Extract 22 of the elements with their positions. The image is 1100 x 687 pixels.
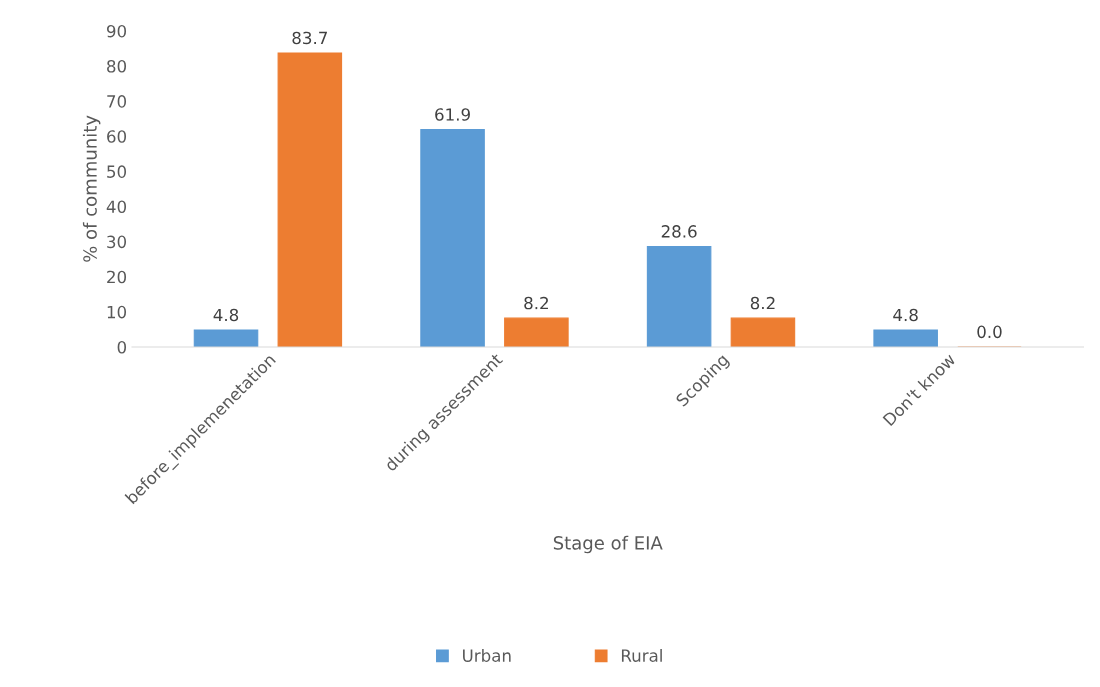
- y-tick-label: 0: [117, 340, 127, 354]
- y-tick-label: 80: [107, 59, 127, 73]
- data-label: 83.7: [292, 31, 327, 45]
- data-label: 4.8: [213, 308, 239, 322]
- y-tick-label: 60: [107, 130, 127, 143]
- y-tick-label: 90: [106, 24, 127, 38]
- y-tick-label: 50: [107, 165, 127, 178]
- legend-label: Urban: [463, 649, 511, 662]
- data-label: 0.0: [977, 325, 1002, 339]
- y-tick-label: 70: [107, 95, 127, 108]
- x-axis-title: Stage of EIA: [553, 535, 663, 554]
- legend-label: Rural: [621, 649, 662, 662]
- y-tick-label: 40: [106, 200, 127, 214]
- y-tick-label: 10: [107, 305, 127, 319]
- data-label: 61.9: [435, 108, 470, 121]
- y-tick-label: 30: [107, 235, 127, 249]
- y-axis-title: % of community: [82, 115, 101, 262]
- data-label: 8.2: [750, 296, 775, 310]
- y-tick-label: 20: [107, 270, 127, 284]
- data-label: 28.6: [661, 225, 697, 238]
- data-label: 8.2: [524, 296, 548, 310]
- data-label: 4.8: [893, 308, 918, 322]
